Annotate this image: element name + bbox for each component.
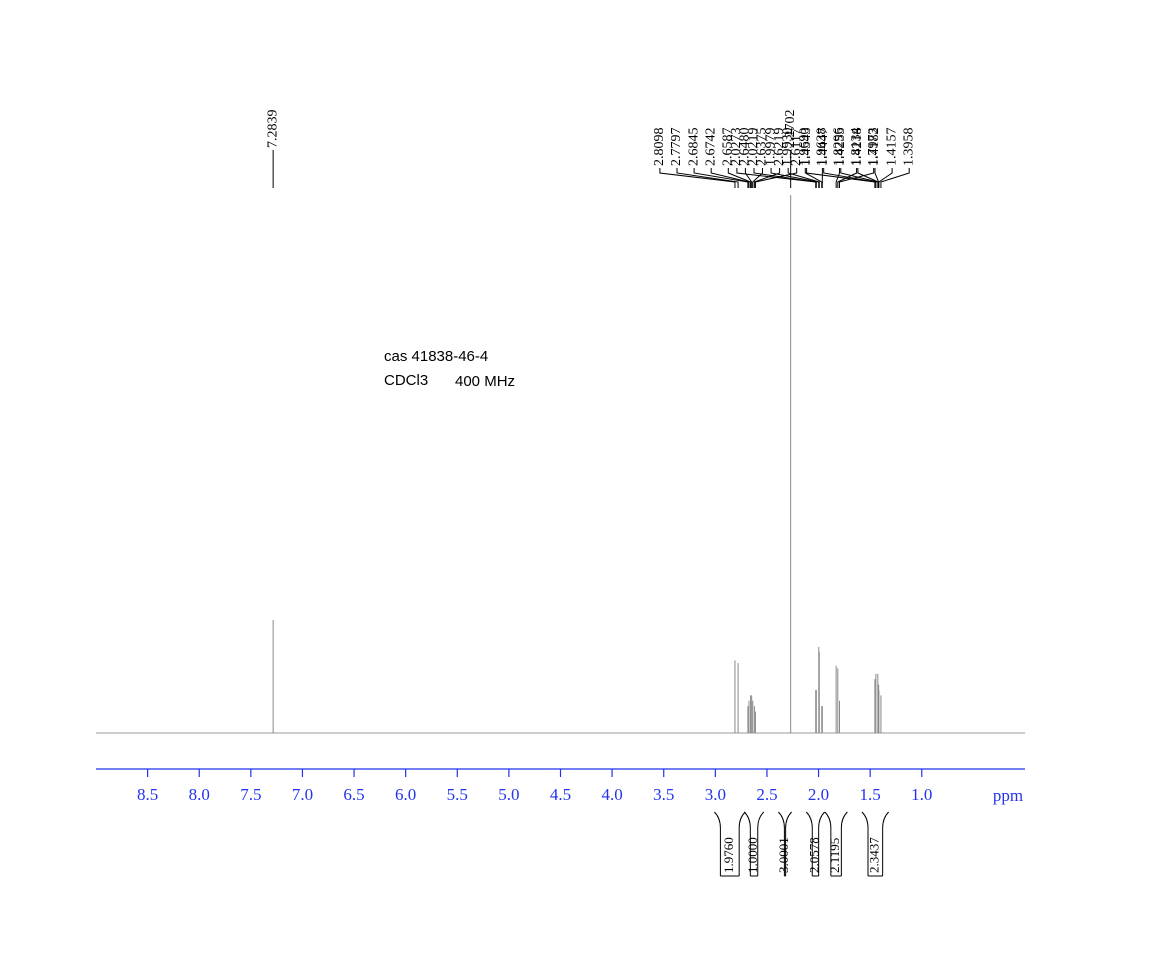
- x-tick-label: 2.5: [756, 785, 777, 804]
- peak-label: 1.4182: [867, 128, 882, 167]
- peak-connector: [676, 168, 739, 188]
- peak-label: 1.3958: [901, 128, 916, 167]
- x-tick-label: 4.5: [550, 785, 571, 804]
- peak-connector: [787, 168, 820, 188]
- peak-connector: [753, 168, 781, 188]
- x-tick-label: 7.0: [292, 785, 313, 804]
- integral-label: 2.1195: [827, 838, 842, 873]
- x-axis-label: ppm: [993, 786, 1023, 805]
- integral-bracket: [714, 811, 746, 876]
- peak-label: 1.4543: [799, 128, 814, 167]
- peak-label: 7.2839: [265, 110, 280, 149]
- peak-connector: [804, 168, 823, 188]
- x-tick-label: 1.0: [911, 785, 932, 804]
- peak-connector: [880, 168, 910, 188]
- peak-label: 2.2702: [783, 110, 798, 149]
- peak-label: 2.0219: [746, 128, 761, 167]
- peak-label: 2.7797: [669, 128, 684, 167]
- x-tick-label: 4.0: [601, 785, 622, 804]
- annotation: CDCl3: [384, 372, 428, 389]
- peak-label: 1.9638: [815, 128, 830, 167]
- integral-bracket: [805, 811, 826, 876]
- integral-bracket: [861, 811, 890, 876]
- integral-label: 1.9760: [721, 837, 736, 873]
- peak-connector: [744, 168, 753, 188]
- peak-label: 1.7973: [866, 128, 881, 167]
- integral-bracket: [743, 811, 765, 876]
- peak-label: 1.4255: [833, 128, 848, 167]
- peak-connector: [727, 168, 752, 188]
- peak-label: 1.4218: [850, 128, 865, 167]
- peak-label: 2.6845: [686, 128, 701, 167]
- annotation: 400 MHz: [455, 373, 515, 390]
- x-tick-label: 6.5: [343, 785, 364, 804]
- peak-label: 1.8134: [849, 128, 864, 167]
- peak-label: 1.4157: [884, 128, 899, 167]
- integral-label: 3.0001: [776, 837, 791, 873]
- x-tick-label: 5.0: [498, 785, 519, 804]
- x-tick-label: 8.5: [137, 785, 158, 804]
- peak-label: 1.8296: [832, 128, 847, 167]
- annotation: cas 41838-46-4: [384, 348, 488, 365]
- peak-connector: [806, 168, 876, 188]
- peak-label: 2.6219: [772, 128, 787, 167]
- integral-label: 1.0000: [745, 837, 760, 873]
- integral-bracket: [824, 811, 848, 876]
- peak-label: 2.6375: [755, 128, 770, 167]
- integral-label: 2.3437: [866, 837, 881, 873]
- peak-connector: [753, 168, 817, 188]
- x-tick-label: 2.0: [808, 785, 829, 804]
- peak-connector: [878, 168, 893, 188]
- peak-label: 2.6480: [738, 128, 753, 167]
- peak-label: 2.6742: [703, 128, 718, 167]
- integral-bracket: [778, 811, 792, 876]
- x-tick-label: 7.5: [240, 785, 261, 804]
- peak-label: 2.8098: [652, 128, 667, 167]
- x-tick-label: 6.0: [395, 785, 416, 804]
- x-tick-label: 3.5: [653, 785, 674, 804]
- x-tick-label: 8.0: [189, 785, 210, 804]
- x-tick-label: 3.0: [705, 785, 726, 804]
- peak-label: 1.9690: [798, 128, 813, 167]
- peak-connector: [823, 168, 877, 188]
- peak-connector: [710, 168, 750, 188]
- x-tick-label: 1.5: [860, 785, 881, 804]
- peak-connector: [736, 168, 817, 188]
- peak-connector: [838, 168, 875, 188]
- peak-connector: [693, 168, 749, 188]
- peak-label: 1.4447: [816, 128, 831, 167]
- peak-label: 1.9930: [780, 128, 795, 167]
- peak-label: 2.6117: [789, 128, 804, 166]
- peak-label: 1.9979: [763, 128, 778, 167]
- peak-label: 2.0273: [729, 128, 744, 167]
- peak-connector: [752, 168, 763, 188]
- integral-label: 2.0578: [806, 837, 821, 873]
- peak-connector: [659, 168, 736, 188]
- peak-label: 2.6587: [721, 128, 736, 167]
- x-tick-label: 5.5: [447, 785, 468, 804]
- peak-connector: [770, 168, 820, 188]
